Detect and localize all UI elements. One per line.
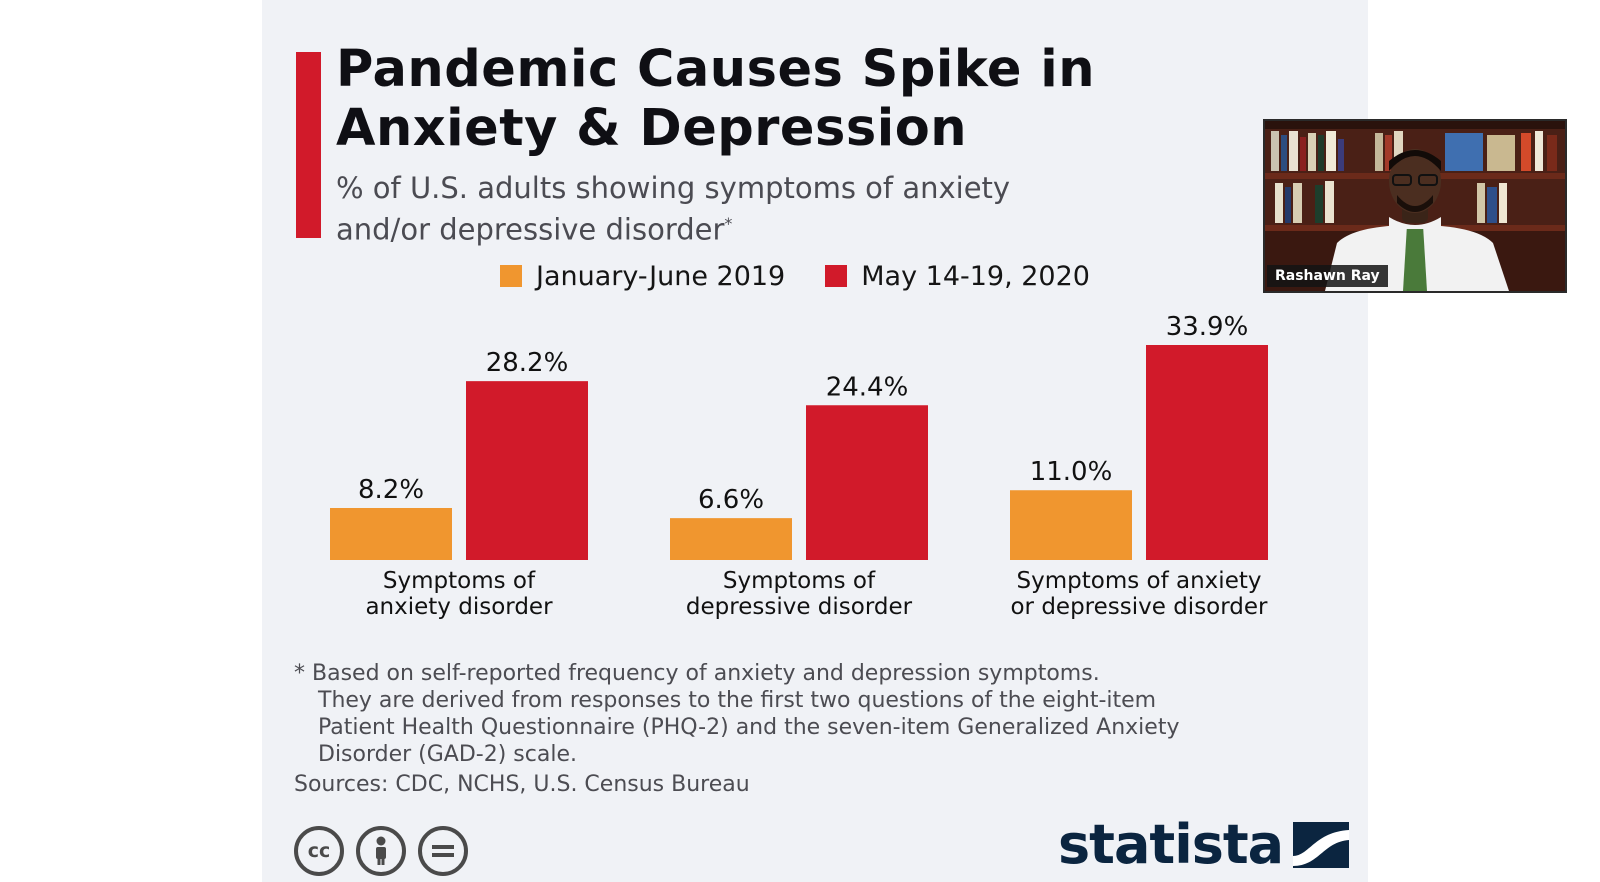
license-icons: cc [294, 826, 468, 876]
legend-item-2020: May 14-19, 2020 [825, 261, 1090, 292]
subtitle-footnote-mark: * [724, 214, 733, 233]
data-label-2019-group-3: 11.0% [1030, 457, 1113, 487]
bar-2020-group-3 [1146, 345, 1268, 560]
statista-logo-icon [1293, 822, 1350, 868]
data-label-2020-group-3: 33.9% [1166, 312, 1249, 342]
footnote-line-2: They are derived from responses to the f… [318, 688, 1157, 713]
category-label-1-line-2: anxiety disorder [365, 594, 553, 620]
by-person-icon [356, 826, 406, 876]
category-label-1-line-1: Symptoms of [383, 568, 536, 594]
legend-swatch-2020 [825, 265, 848, 287]
data-label-2019-group-1: 8.2% [358, 475, 424, 505]
cc-icon: cc [294, 826, 344, 876]
legend-label-2020: May 14-19, 2020 [861, 260, 1090, 292]
bar-2020-group-2 [806, 405, 928, 560]
footnote: * Based on self-reported frequency of an… [294, 660, 1334, 768]
data-label-2020-group-1: 28.2% [486, 348, 569, 378]
sources-text: Sources: CDC, NCHS, U.S. Census Bureau [294, 772, 750, 797]
bar-2019-group-2 [670, 518, 792, 560]
footnote-line-4: Disorder (GAD-2) scale. [318, 742, 577, 767]
category-label-2-line-2: depressive disorder [686, 594, 913, 620]
webcam-participant-name: Rashawn Ray [1267, 265, 1388, 287]
footnote-line-1: * Based on self-reported frequency of an… [294, 661, 1100, 686]
legend-swatch-2019 [500, 265, 522, 287]
cc-icon-text: cc [307, 840, 331, 862]
chart-subtitle: % of U.S. adults showing symptoms of anx… [336, 170, 1156, 248]
nd-equals-icon [418, 826, 468, 876]
legend-item-2019: January-June 2019 [500, 261, 785, 292]
data-label-2020-group-2: 24.4% [826, 372, 909, 402]
bar-2020-group-1 [466, 381, 588, 560]
bar-2019-group-1 [330, 507, 452, 560]
subtitle-line-2: and/or depressive disorder [336, 212, 725, 247]
title-accent-bar [296, 52, 321, 238]
chart-legend: January-June 2019 May 14-19, 2020 [500, 258, 1090, 294]
bar-2019-group-3 [1010, 490, 1132, 560]
title-line-1: Pandemic Causes Spike in [336, 40, 1096, 99]
title-line-2: Anxiety & Depression [336, 99, 968, 158]
webcam-tile[interactable]: Rashawn Ray [1263, 119, 1567, 293]
footnote-line-3: Patient Health Questionnaire (PHQ-2) and… [318, 715, 1180, 740]
chart-title: Pandemic Causes Spike in Anxiety & Depre… [336, 40, 1196, 158]
subtitle-line-1: % of U.S. adults showing symptoms of anx… [336, 171, 1011, 205]
left-margin [0, 0, 262, 882]
statista-logo: statista [1058, 813, 1350, 876]
legend-label-2019: January-June 2019 [536, 260, 786, 292]
statista-wordmark: statista [1058, 813, 1284, 876]
data-label-2019-group-2: 6.6% [698, 485, 764, 515]
category-label-3-line-1: Symptoms of anxiety [1017, 568, 1262, 594]
category-label-2-line-1: Symptoms of [723, 568, 876, 594]
category-label-3-line-2: or depressive disorder [1010, 594, 1268, 620]
